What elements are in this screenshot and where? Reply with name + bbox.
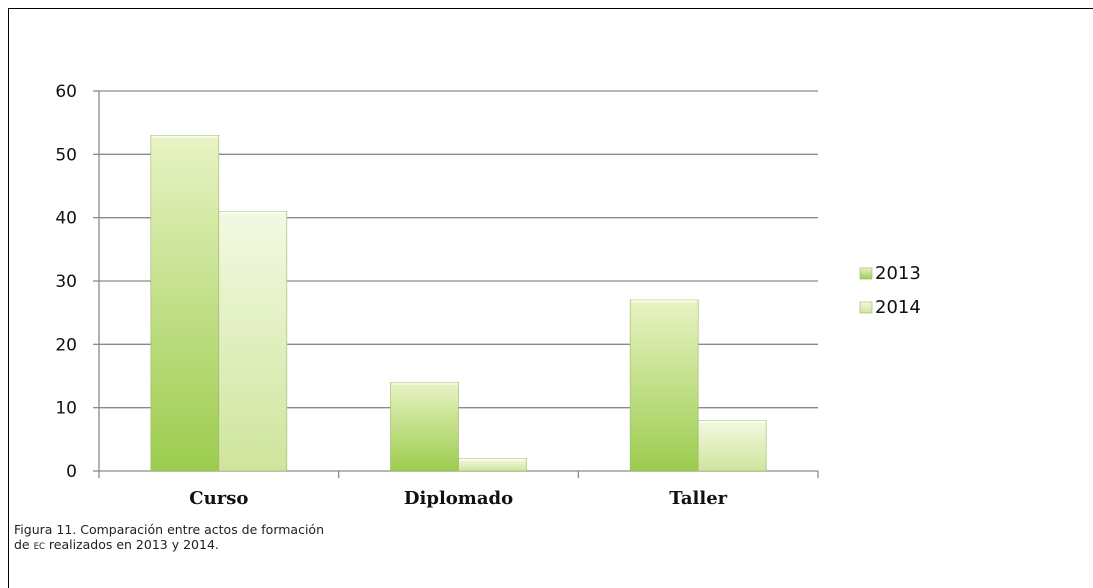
caption-smallcaps: EC (33, 542, 45, 552)
caption-line-1: Figura 11. Comparación entre actos de fo… (14, 522, 324, 537)
x-tick-label: Diplomado (404, 488, 513, 509)
y-tick-label: 40 (55, 209, 77, 229)
bar-highlight (699, 420, 766, 423)
bar-highlight (631, 300, 698, 303)
legend-label-2014: 2014 (875, 297, 921, 318)
bar-highlight (151, 135, 218, 138)
bar-taller-2013 (629, 299, 699, 472)
bar-highlight (391, 382, 458, 385)
figure-caption: Figura 11. Comparación entre actos de fo… (14, 522, 324, 555)
x-tick-label: Taller (669, 488, 727, 509)
bar-diplomado-2013 (390, 382, 459, 472)
bar-curso-2014 (218, 211, 288, 472)
legend-label-2013: 2013 (875, 263, 921, 284)
caption-line-2: de EC realizados en 2013 y 2014. (14, 537, 324, 555)
bar-curso-2013 (150, 135, 220, 472)
legend-swatch-2013 (859, 267, 873, 280)
y-tick-label: 10 (55, 399, 77, 419)
caption-prefix: de (14, 537, 34, 552)
figure-frame (8, 8, 1093, 588)
y-tick-labels: 0 10 20 30 40 50 60 (55, 82, 77, 482)
y-tick-label: 50 (55, 145, 77, 165)
x-tick-label: Curso (189, 488, 248, 509)
y-tick-label: 20 (55, 335, 77, 355)
bar-highlight (459, 458, 526, 461)
y-tick-label: 30 (55, 272, 77, 292)
y-tick-label: 60 (55, 82, 77, 102)
legend: 2013 2014 (859, 263, 921, 318)
y-tick-label: 0 (66, 462, 77, 482)
caption-suffix: realizados en 2013 y 2014. (44, 537, 219, 552)
bars (150, 135, 767, 472)
x-tick-labels: Curso Diplomado Taller (189, 488, 727, 509)
bar-highlight (219, 211, 286, 214)
bar-taller-2014 (697, 420, 767, 472)
legend-swatch-2014 (859, 301, 873, 314)
